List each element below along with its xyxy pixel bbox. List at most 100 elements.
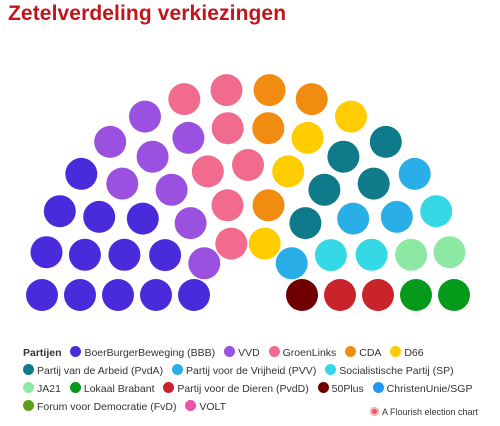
seat[interactable] — [68, 238, 101, 271]
seat[interactable] — [83, 200, 116, 233]
seat[interactable] — [324, 279, 356, 311]
seat[interactable] — [400, 279, 432, 311]
seat[interactable] — [129, 100, 161, 133]
seat[interactable] — [94, 125, 127, 158]
seat[interactable] — [355, 238, 388, 271]
seat[interactable] — [106, 167, 139, 200]
seat[interactable] — [102, 279, 134, 311]
legend-label: Partij van de Arbeid (PvdA) — [37, 365, 164, 377]
legend-item[interactable]: JA21 — [23, 380, 61, 398]
flourish-logo-icon — [369, 407, 379, 416]
legend-swatch — [224, 346, 236, 357]
legend-item[interactable]: 50Plus — [317, 380, 364, 398]
legend-item[interactable]: ChristenUnie/SGP — [372, 380, 472, 398]
seat[interactable] — [335, 100, 367, 133]
seat[interactable] — [252, 112, 285, 145]
seat[interactable] — [272, 155, 305, 188]
legend-item[interactable]: VOLT — [185, 398, 226, 416]
seat[interactable] — [140, 279, 172, 311]
legend-label: Socialistische Partij (SP) — [339, 365, 454, 377]
legend-label: VOLT — [199, 401, 227, 413]
legend-item[interactable]: Partij voor de Vrijheid (PVV) — [171, 362, 317, 380]
seat[interactable] — [286, 279, 318, 311]
seat[interactable] — [327, 140, 360, 173]
seat[interactable] — [65, 157, 98, 190]
seat[interactable] — [438, 279, 470, 311]
legend-label: JA21 — [37, 383, 61, 395]
seat[interactable] — [64, 279, 96, 311]
seat[interactable] — [174, 207, 207, 240]
seat[interactable] — [172, 121, 205, 154]
legend-swatch — [185, 400, 197, 411]
seat[interactable] — [211, 112, 244, 145]
seat[interactable] — [295, 83, 328, 116]
legend-swatch — [268, 346, 280, 357]
legend-label: BoerBurgerBeweging (BBB) — [84, 347, 216, 359]
legend-swatch — [372, 382, 384, 393]
legend-swatch — [70, 346, 82, 357]
seat[interactable] — [395, 238, 428, 271]
seat[interactable] — [136, 140, 169, 173]
legend-swatch — [23, 364, 34, 375]
seat[interactable] — [362, 279, 394, 311]
legend-swatch — [325, 364, 337, 375]
legend-label: Partij voor de Vrijheid (PVV) — [185, 365, 317, 377]
seat[interactable] — [275, 247, 308, 280]
legend: Partijen BoerBurgerBeweging (BBB) VVD Gr… — [23, 344, 493, 416]
seat[interactable] — [178, 279, 210, 311]
seat[interactable] — [30, 236, 63, 269]
seat[interactable] — [211, 189, 244, 222]
seat[interactable] — [289, 207, 322, 240]
legend-swatch — [69, 382, 81, 393]
legend-item[interactable]: Partij van de Arbeid (PvdA) — [23, 362, 163, 380]
seat[interactable] — [26, 279, 58, 311]
seat[interactable] — [253, 74, 286, 107]
legend-item[interactable]: D66 — [390, 344, 424, 362]
legend-item[interactable]: Partij voor de Dieren (PvdD) — [163, 380, 309, 398]
legend-swatch — [171, 364, 183, 375]
seat[interactable] — [155, 173, 188, 206]
seat[interactable] — [248, 227, 281, 260]
seat[interactable] — [433, 236, 466, 269]
legend-swatch — [345, 346, 357, 357]
legend-item[interactable]: Lokaal Brabant — [69, 380, 155, 398]
seat[interactable] — [252, 189, 285, 222]
legend-item[interactable]: GroenLinks — [268, 344, 337, 362]
seat[interactable] — [188, 247, 221, 280]
seat[interactable] — [168, 83, 201, 116]
seat[interactable] — [215, 227, 248, 260]
seat[interactable] — [126, 202, 159, 235]
legend-swatch — [23, 382, 34, 393]
legend-swatch — [163, 382, 175, 393]
seat[interactable] — [108, 238, 141, 271]
legend-label: Forum voor Democratie (FvD) — [37, 401, 177, 413]
seat[interactable] — [191, 155, 224, 188]
legend-label: 50Plus — [331, 383, 364, 395]
seat[interactable] — [369, 125, 402, 158]
seat[interactable] — [398, 157, 431, 190]
legend-item[interactable]: Socialistische Partij (SP) — [325, 362, 454, 380]
flourish-credit[interactable]: A Flourish election chart — [369, 407, 478, 417]
legend-item[interactable]: CDA — [345, 344, 381, 362]
seat[interactable] — [314, 239, 347, 272]
legend-swatch — [317, 382, 329, 393]
seat[interactable] — [420, 195, 453, 228]
seat[interactable] — [43, 195, 76, 228]
seat[interactable] — [337, 202, 370, 235]
seat[interactable] — [357, 167, 390, 200]
legend-item[interactable]: BoerBurgerBeweging (BBB) — [70, 344, 215, 362]
legend-item[interactable]: Forum voor Democratie (FvD) — [23, 398, 176, 416]
seat[interactable] — [291, 121, 324, 154]
seat[interactable] — [210, 74, 243, 107]
legend-label: VVD — [238, 347, 260, 359]
seat[interactable] — [380, 200, 413, 233]
legend-label: D66 — [404, 347, 424, 359]
seat[interactable] — [308, 173, 341, 206]
seat[interactable] — [149, 239, 182, 272]
legend-label: GroenLinks — [282, 347, 337, 359]
legend-swatch — [23, 400, 34, 411]
seat[interactable] — [232, 149, 264, 181]
legend-title: Partijen — [23, 347, 62, 359]
legend-item[interactable]: VVD — [224, 344, 260, 362]
legend-label: Lokaal Brabant — [83, 383, 155, 395]
